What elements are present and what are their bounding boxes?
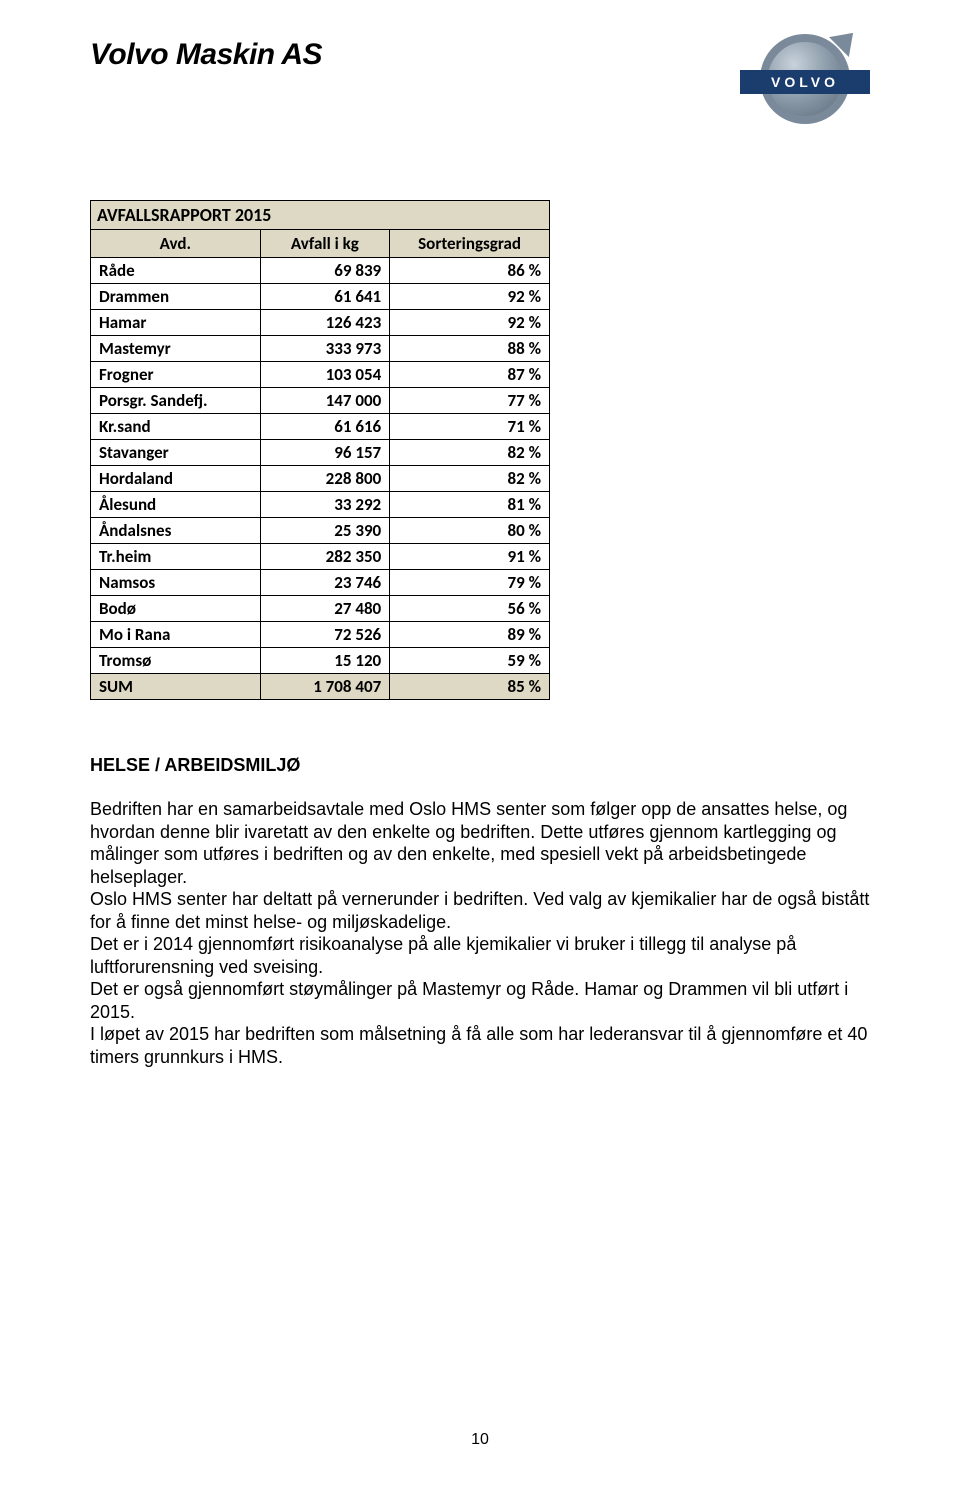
cell-avd: Tromsø bbox=[91, 648, 261, 674]
cell-grad: 92 % bbox=[390, 284, 550, 310]
table-sum-row: SUM 1 708 407 85 % bbox=[91, 674, 550, 700]
paragraph-5: I løpet av 2015 har bedriften som målset… bbox=[90, 1023, 870, 1068]
cell-kg: 282 350 bbox=[260, 544, 390, 570]
table-row: Bodø27 48056 % bbox=[91, 596, 550, 622]
cell-avd: Tr.heim bbox=[91, 544, 261, 570]
volvo-logo: VOLVO bbox=[740, 30, 870, 130]
cell-avd: Frogner bbox=[91, 362, 261, 388]
cell-avd: Hordaland bbox=[91, 466, 261, 492]
company-name: Volvo Maskin AS bbox=[90, 30, 322, 72]
section-heading: HELSE / ARBEIDSMILJØ bbox=[90, 755, 870, 776]
cell-avd: Porsgr. Sandefj. bbox=[91, 388, 261, 414]
paragraph-4: Det er også gjennomført støymålinger på … bbox=[90, 978, 870, 1023]
table-row: Mo i Rana72 52689 % bbox=[91, 622, 550, 648]
table-row: Porsgr. Sandefj.147 00077 % bbox=[91, 388, 550, 414]
cell-grad: 81 % bbox=[390, 492, 550, 518]
table-row: Råde69 83986 % bbox=[91, 258, 550, 284]
waste-report-table: AVFALLSRAPPORT 2015 Avd. Avfall i kg Sor… bbox=[90, 200, 550, 700]
col-avd: Avd. bbox=[91, 230, 261, 258]
table-row: Tr.heim282 35091 % bbox=[91, 544, 550, 570]
waste-report-table-container: AVFALLSRAPPORT 2015 Avd. Avfall i kg Sor… bbox=[90, 200, 550, 700]
table-row: Namsos23 74679 % bbox=[91, 570, 550, 596]
page-number: 10 bbox=[0, 1431, 960, 1449]
cell-avd: Stavanger bbox=[91, 440, 261, 466]
cell-grad: 88 % bbox=[390, 336, 550, 362]
cell-kg: 23 746 bbox=[260, 570, 390, 596]
table-row: Hamar126 42392 % bbox=[91, 310, 550, 336]
paragraph-3: Det er i 2014 gjennomført risikoanalyse … bbox=[90, 933, 870, 978]
cell-grad: 71 % bbox=[390, 414, 550, 440]
cell-grad: 87 % bbox=[390, 362, 550, 388]
cell-kg: 72 526 bbox=[260, 622, 390, 648]
table-row: Hordaland228 80082 % bbox=[91, 466, 550, 492]
cell-avd: Åndalsnes bbox=[91, 518, 261, 544]
paragraph-1: Bedriften har en samarbeidsavtale med Os… bbox=[90, 798, 870, 888]
table-body: Råde69 83986 %Drammen61 64192 %Hamar126 … bbox=[91, 258, 550, 674]
cell-avd: Namsos bbox=[91, 570, 261, 596]
cell-grad: 80 % bbox=[390, 518, 550, 544]
cell-avd: Mo i Rana bbox=[91, 622, 261, 648]
cell-grad: 56 % bbox=[390, 596, 550, 622]
cell-grad: 89 % bbox=[390, 622, 550, 648]
table-row: Tromsø15 12059 % bbox=[91, 648, 550, 674]
table-row: Kr.sand61 61671 % bbox=[91, 414, 550, 440]
page-header: Volvo Maskin AS VOLVO bbox=[90, 30, 870, 130]
table-title-row: AVFALLSRAPPORT 2015 bbox=[91, 201, 550, 230]
cell-grad: 82 % bbox=[390, 466, 550, 492]
cell-avd: Ålesund bbox=[91, 492, 261, 518]
cell-grad: 91 % bbox=[390, 544, 550, 570]
cell-kg: 147 000 bbox=[260, 388, 390, 414]
cell-grad: 92 % bbox=[390, 310, 550, 336]
col-kg: Avfall i kg bbox=[260, 230, 390, 258]
sum-grad: 85 % bbox=[390, 674, 550, 700]
cell-kg: 27 480 bbox=[260, 596, 390, 622]
cell-kg: 61 641 bbox=[260, 284, 390, 310]
table-header-row: Avd. Avfall i kg Sorteringsgrad bbox=[91, 230, 550, 258]
cell-kg: 25 390 bbox=[260, 518, 390, 544]
cell-grad: 82 % bbox=[390, 440, 550, 466]
cell-kg: 15 120 bbox=[260, 648, 390, 674]
cell-avd: Råde bbox=[91, 258, 261, 284]
body-text: Bedriften har en samarbeidsavtale med Os… bbox=[90, 798, 870, 1068]
table-row: Åndalsnes25 39080 % bbox=[91, 518, 550, 544]
cell-kg: 69 839 bbox=[260, 258, 390, 284]
cell-avd: Kr.sand bbox=[91, 414, 261, 440]
volvo-logo-text: VOLVO bbox=[771, 74, 839, 90]
cell-kg: 126 423 bbox=[260, 310, 390, 336]
cell-kg: 61 616 bbox=[260, 414, 390, 440]
cell-avd: Hamar bbox=[91, 310, 261, 336]
paragraph-2: Oslo HMS senter har deltatt på vernerund… bbox=[90, 888, 870, 933]
cell-kg: 33 292 bbox=[260, 492, 390, 518]
cell-avd: Drammen bbox=[91, 284, 261, 310]
cell-kg: 333 973 bbox=[260, 336, 390, 362]
cell-kg: 228 800 bbox=[260, 466, 390, 492]
cell-kg: 96 157 bbox=[260, 440, 390, 466]
col-grad: Sorteringsgrad bbox=[390, 230, 550, 258]
cell-avd: Mastemyr bbox=[91, 336, 261, 362]
cell-grad: 86 % bbox=[390, 258, 550, 284]
volvo-logo-band: VOLVO bbox=[740, 70, 870, 94]
cell-avd: Bodø bbox=[91, 596, 261, 622]
cell-grad: 79 % bbox=[390, 570, 550, 596]
cell-grad: 59 % bbox=[390, 648, 550, 674]
table-row: Mastemyr333 97388 % bbox=[91, 336, 550, 362]
table-row: Stavanger96 15782 % bbox=[91, 440, 550, 466]
table-row: Drammen61 64192 % bbox=[91, 284, 550, 310]
table-row: Ålesund33 29281 % bbox=[91, 492, 550, 518]
cell-grad: 77 % bbox=[390, 388, 550, 414]
table-row: Frogner103 05487 % bbox=[91, 362, 550, 388]
sum-label: SUM bbox=[91, 674, 261, 700]
table-title: AVFALLSRAPPORT 2015 bbox=[91, 201, 550, 230]
cell-kg: 103 054 bbox=[260, 362, 390, 388]
sum-kg: 1 708 407 bbox=[260, 674, 390, 700]
